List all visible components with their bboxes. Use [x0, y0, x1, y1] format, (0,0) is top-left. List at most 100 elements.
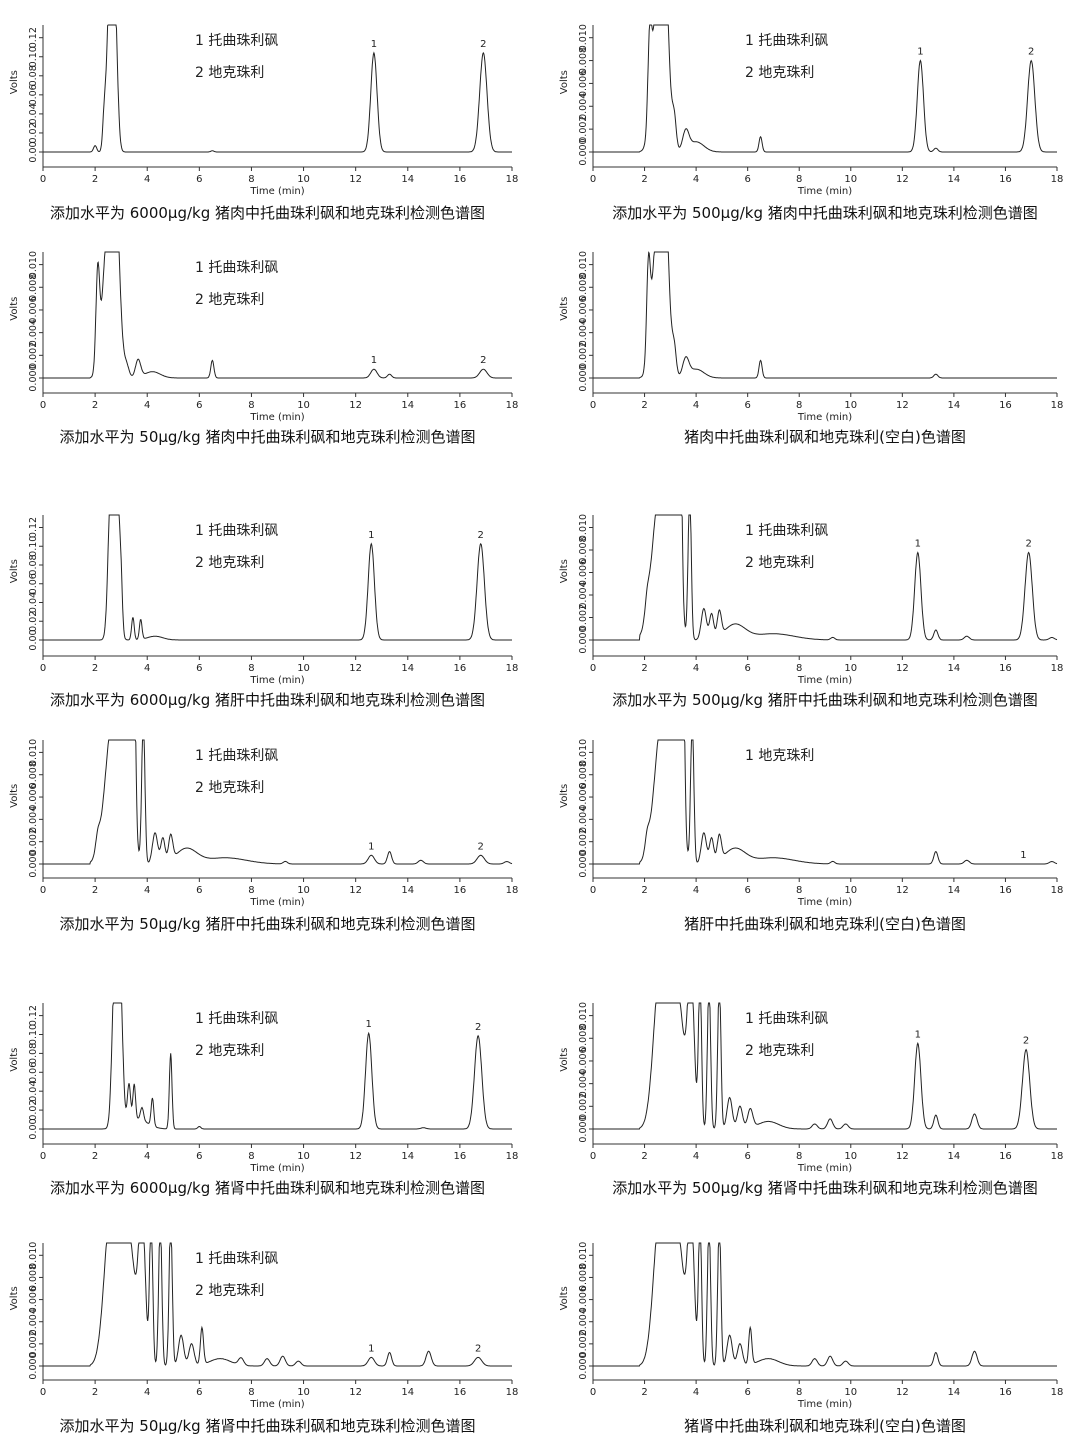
legend-entry: 2 地克珠利: [745, 65, 814, 81]
x-tick-label: 18: [506, 885, 519, 896]
x-tick-label: 10: [297, 663, 310, 674]
legend-entry: 1 托曲珠利砜: [745, 1011, 828, 1027]
x-tick-label: 16: [999, 1387, 1012, 1398]
peak-label: 2: [1028, 47, 1034, 58]
chromatogram-trace: [43, 739, 513, 865]
x-tick-label: 4: [693, 885, 699, 896]
y-tick-label: 0.004: [578, 1070, 589, 1097]
peak-label: 2: [475, 1343, 481, 1354]
x-tick-label: 0: [40, 885, 46, 896]
y-tick-label: 0.002: [578, 604, 589, 631]
x-tick-label: 4: [693, 400, 699, 411]
peak-label: 2: [475, 1022, 481, 1033]
x-tick-label: 0: [40, 1387, 46, 1398]
x-tick-label: 16: [999, 400, 1012, 411]
y-tick-label: 0.008: [578, 536, 589, 563]
y-tick-label: 0.010: [578, 24, 589, 51]
y-tick-label: 0.04: [28, 103, 39, 124]
x-tick-label: 8: [248, 885, 254, 896]
x-tick-label: 14: [401, 663, 414, 674]
peak-label: 1: [371, 39, 377, 50]
y-tick-label: 0.00: [28, 1118, 39, 1139]
x-axis-label: Time (min): [249, 897, 304, 908]
x-axis-label: Time (min): [797, 675, 852, 686]
x-tick-label: 10: [844, 1151, 857, 1162]
y-tick-label: 0.08: [28, 1043, 39, 1064]
y-tick-label: 0.08: [28, 554, 39, 575]
x-tick-label: 0: [590, 1387, 596, 1398]
x-tick-label: 4: [144, 1151, 150, 1162]
y-tick-label: 0.002: [28, 342, 39, 369]
x-tick-label: 12: [349, 400, 362, 411]
figure-caption: 添加水平为 50μg/kg 猪肉中托曲珠利砜和地克珠利检测色谱图: [60, 428, 476, 446]
figure-caption: 添加水平为 500μg/kg 猪肾中托曲珠利砜和地克珠利检测色谱图: [612, 1179, 1038, 1197]
y-tick-label: 0.00: [28, 629, 39, 650]
x-tick-label: 2: [92, 885, 98, 896]
y-tick-label: 0.000: [578, 850, 589, 877]
x-tick-label: 10: [297, 1151, 310, 1162]
y-tick-label: 0.006: [28, 1286, 39, 1313]
x-tick-label: 16: [454, 1151, 467, 1162]
x-tick-label: 6: [196, 663, 202, 674]
x-tick-label: 10: [297, 400, 310, 411]
x-axis-label: Time (min): [797, 1399, 852, 1410]
x-tick-label: 16: [999, 885, 1012, 896]
y-tick-label: 0.008: [578, 761, 589, 788]
y-axis-label: Volts: [9, 297, 20, 321]
x-tick-label: 14: [401, 1151, 414, 1162]
x-tick-label: 2: [641, 1387, 647, 1398]
legend-entry: 2 地克珠利: [195, 65, 264, 81]
legend-entry: 1 托曲珠利砜: [195, 33, 278, 49]
x-tick-label: 14: [948, 1151, 961, 1162]
y-tick-label: 0.004: [578, 93, 589, 120]
x-axis-label: Time (min): [249, 675, 304, 686]
y-tick-label: 0.008: [578, 47, 589, 74]
x-tick-label: 14: [948, 885, 961, 896]
y-tick-label: 0.006: [28, 296, 39, 323]
x-tick-label: 10: [844, 400, 857, 411]
x-tick-label: 0: [40, 663, 46, 674]
x-tick-label: 4: [693, 174, 699, 185]
y-tick-label: 0.004: [578, 806, 589, 833]
x-tick-label: 0: [590, 174, 596, 185]
x-tick-label: 2: [92, 174, 98, 185]
figure-caption: 添加水平为 50μg/kg 猪肝中托曲珠利砜和地克珠利检测色谱图: [60, 915, 476, 933]
peak-label: 2: [478, 530, 484, 541]
peak-label: 1: [366, 1019, 372, 1030]
y-axis-label: Volts: [9, 70, 20, 94]
y-tick-label: 0.008: [578, 274, 589, 301]
y-tick-label: 0.000: [28, 850, 39, 877]
x-tick-label: 6: [196, 1387, 202, 1398]
x-axis-label: Time (min): [249, 412, 304, 423]
y-tick-label: 0.04: [28, 1081, 39, 1102]
y-tick-label: 0.000: [578, 138, 589, 165]
y-tick-label: 0.04: [28, 592, 39, 613]
x-tick-label: 6: [744, 1387, 750, 1398]
x-axis-label: Time (min): [249, 1399, 304, 1410]
x-tick-label: 12: [896, 1387, 909, 1398]
y-tick-label: 0.000: [578, 1115, 589, 1142]
peak-label: 1: [917, 47, 923, 58]
y-tick-label: 0.002: [578, 342, 589, 369]
legend-entry: 2 地克珠利: [195, 1283, 264, 1299]
x-tick-label: 12: [896, 1151, 909, 1162]
x-tick-label: 8: [796, 1151, 802, 1162]
x-tick-label: 2: [92, 1387, 98, 1398]
x-tick-label: 10: [297, 1387, 310, 1398]
x-tick-label: 8: [796, 1387, 802, 1398]
x-tick-label: 12: [349, 1387, 362, 1398]
y-tick-label: 0.010: [28, 251, 39, 278]
x-tick-label: 10: [844, 663, 857, 674]
y-tick-label: 0.004: [28, 806, 39, 833]
figure-caption: 添加水平为 6000μg/kg 猪肉中托曲珠利砜和地克珠利检测色谱图: [50, 204, 485, 222]
chromatogram-trace: [43, 24, 512, 153]
y-tick-label: 0.10: [28, 1024, 39, 1045]
x-tick-label: 8: [796, 663, 802, 674]
x-tick-label: 12: [896, 174, 909, 185]
x-tick-label: 0: [590, 663, 596, 674]
